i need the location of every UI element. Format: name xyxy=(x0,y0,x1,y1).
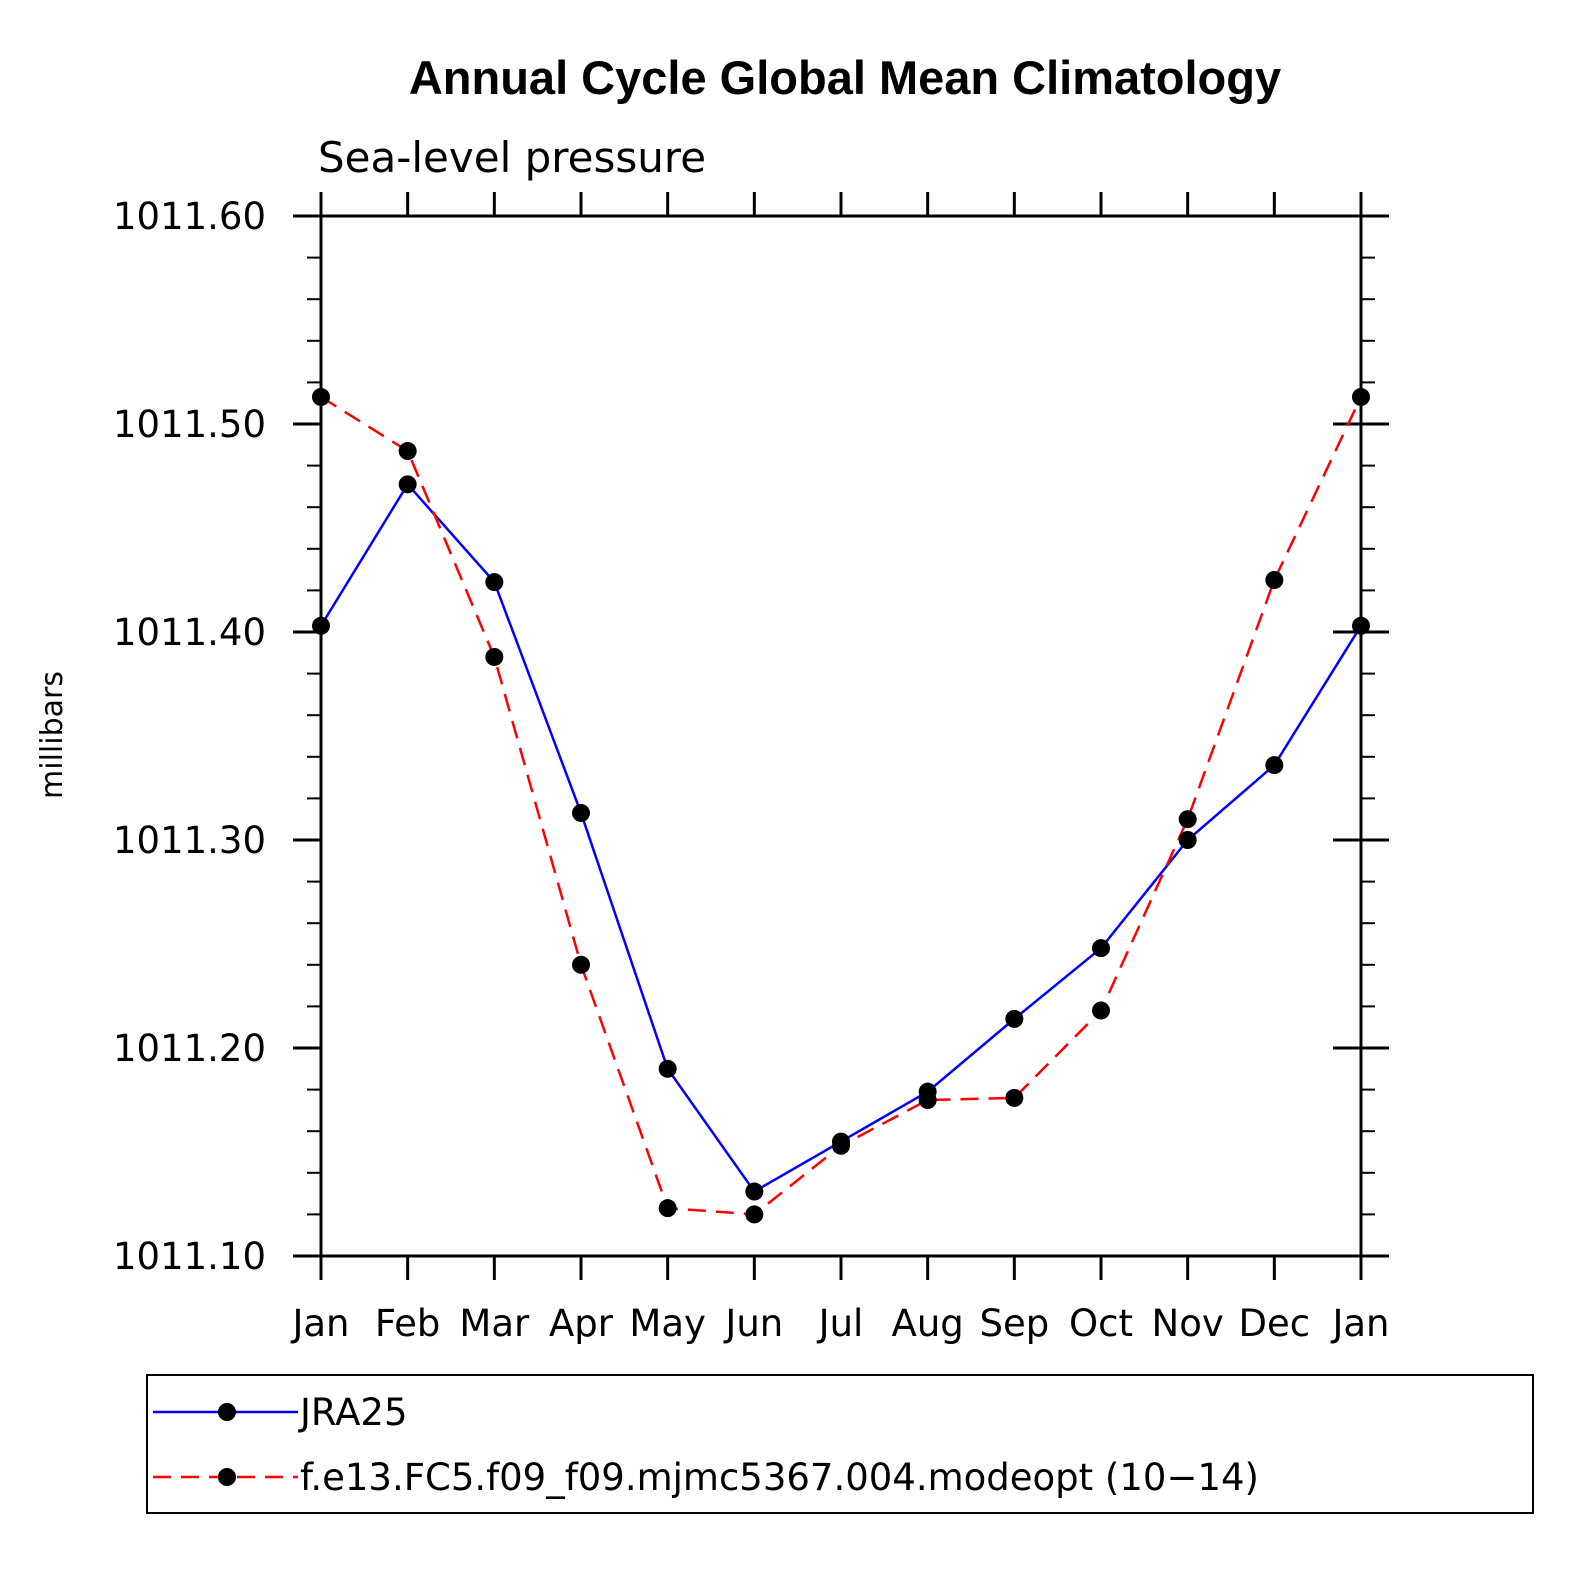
legend: JRA25 f.e13.FC5.f09_f09.mjmc5367.004.mod… xyxy=(146,1374,1534,1514)
data-point-series-1 xyxy=(1178,810,1197,829)
legend-label-jra25: JRA25 xyxy=(298,1391,408,1434)
y-tick-label: 1011.30 xyxy=(113,819,266,862)
x-tick-label: Jun xyxy=(723,1302,783,1345)
data-point-series-1 xyxy=(485,647,504,666)
legend-marker-jra25 xyxy=(218,1403,236,1421)
data-point-series-0 xyxy=(1265,756,1284,775)
series-line-1 xyxy=(320,395,1363,1216)
x-tick-label: May xyxy=(629,1302,706,1345)
series-layer xyxy=(312,387,1370,1224)
legend-label-model: f.e13.FC5.f09_f09.mjmc5367.004.modeopt (… xyxy=(300,1456,1259,1499)
x-tick-label: Aug xyxy=(892,1302,964,1345)
chart-subtitle: Sea-level pressure xyxy=(318,133,706,182)
y-tick-label: 1011.40 xyxy=(113,611,266,654)
data-point-series-1 xyxy=(1092,1001,1110,1020)
x-tick-label: Feb xyxy=(375,1302,441,1345)
data-point-series-1 xyxy=(658,1199,677,1218)
chart-title: Annual Cycle Global Mean Climatology xyxy=(409,51,1281,104)
data-point-series-0 xyxy=(398,475,417,494)
data-point-series-1 xyxy=(918,1091,937,1109)
data-point-series-1 xyxy=(1005,1088,1024,1107)
data-point-series-0 xyxy=(485,573,504,592)
y-tick-label: 1011.50 xyxy=(113,403,266,446)
x-tick-label: Sep xyxy=(979,1302,1049,1345)
data-point-series-1 xyxy=(745,1205,764,1224)
data-point-series-1 xyxy=(1265,571,1284,589)
data-point-series-0 xyxy=(1178,831,1197,849)
y-tick-label: 1011.10 xyxy=(113,1235,266,1278)
axis-ticks xyxy=(293,192,1389,1280)
x-tick-label: Dec xyxy=(1239,1302,1311,1345)
data-point-series-1 xyxy=(572,955,590,974)
data-point-series-0 xyxy=(745,1182,764,1201)
data-point-series-0 xyxy=(1092,939,1110,958)
x-tick-label: Mar xyxy=(459,1302,530,1345)
legend-box xyxy=(146,1374,1534,1514)
y-axis-label: millibars xyxy=(35,671,70,799)
x-tick-label: Jan xyxy=(1330,1302,1389,1345)
data-point-series-0 xyxy=(572,803,590,822)
data-point-series-1 xyxy=(398,442,417,461)
y-tick-label: 1011.60 xyxy=(113,195,266,238)
legend-marker-model xyxy=(218,1468,236,1486)
data-point-series-1 xyxy=(832,1136,850,1155)
y-tick-labels: 1011.10 1011.20 1011.30 1011.40 1011.50 1011.… xyxy=(113,195,266,1278)
x-tick-label: Jan xyxy=(290,1302,349,1345)
x-tick-labels: Jan Feb Mar Apr May Jun Jul Aug Sep Oct Nov Dec Jan xyxy=(290,1302,1389,1345)
series-line-0 xyxy=(319,482,1363,1194)
data-point-series-0 xyxy=(658,1059,677,1078)
y-tick-label: 1011.20 xyxy=(113,1027,266,1070)
x-tick-label: Oct xyxy=(1069,1302,1133,1345)
x-tick-label: Nov xyxy=(1152,1302,1224,1345)
x-tick-label: Apr xyxy=(549,1302,614,1345)
plot-frame xyxy=(319,214,1363,1258)
data-point-series-0 xyxy=(1005,1009,1024,1028)
x-tick-label: Jul xyxy=(817,1302,864,1345)
